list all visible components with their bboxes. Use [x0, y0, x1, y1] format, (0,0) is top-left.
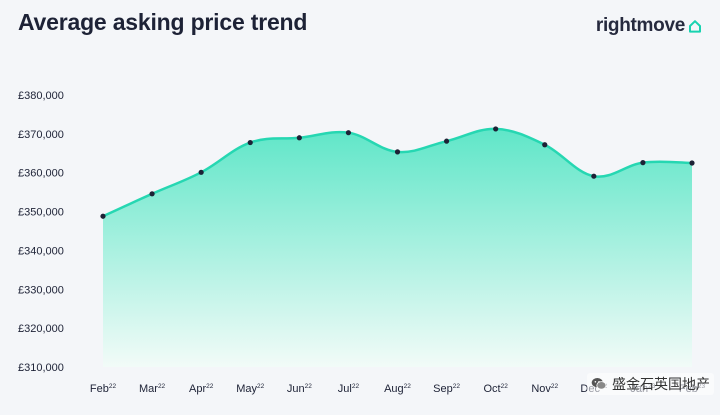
data-points [100, 126, 695, 219]
data-point [198, 169, 204, 175]
data-point [493, 126, 499, 132]
svg-text:£370,000: £370,000 [18, 129, 64, 141]
brand-logo: rightmove [596, 15, 702, 37]
area-fill [103, 128, 692, 367]
svg-text:£380,000: £380,000 [18, 90, 64, 102]
y-tick-label: £320,000 [18, 323, 64, 335]
x-tick-label: Feb22 [90, 383, 117, 395]
data-point [394, 149, 401, 155]
svg-text:£350,000: £350,000 [18, 207, 64, 219]
x-tick-label: May22 [236, 383, 264, 395]
data-point [247, 139, 253, 146]
x-tick-label: Apr22 [189, 383, 214, 395]
data-point [689, 160, 695, 166]
data-point [443, 138, 450, 144]
y-tick-label: £350,000 [18, 207, 64, 219]
svg-text:£360,000: £360,000 [18, 168, 64, 180]
data-point [100, 213, 106, 219]
svg-text:£340,000: £340,000 [18, 245, 64, 257]
house-icon [688, 19, 702, 34]
page-title: Average asking price trend [18, 9, 308, 35]
y-tick-label: £380,000 [18, 90, 64, 102]
watermark: 盛金石英国地产 [587, 373, 714, 395]
x-tick-label: Aug22 [384, 383, 411, 395]
data-point [149, 191, 155, 197]
x-tick-label: Jul22 [338, 383, 360, 395]
x-tick-label: Oct22 [483, 383, 508, 395]
y-tick-label: £370,000 [18, 129, 64, 141]
data-point [591, 173, 597, 179]
y-tick-label: £330,000 [18, 284, 64, 296]
svg-text:£310,000: £310,000 [18, 362, 64, 374]
x-tick-label: Nov22 [531, 383, 558, 395]
svg-text:£330,000: £330,000 [18, 284, 64, 296]
x-tick-label: Sep22 [433, 383, 460, 395]
data-point [296, 135, 302, 141]
y-tick-label: £340,000 [18, 245, 64, 257]
data-point [640, 160, 646, 166]
y-tick-label: £360,000 [18, 168, 64, 180]
svg-text:£320,000: £320,000 [18, 323, 64, 335]
x-tick-label: Mar22 [139, 383, 166, 395]
brand-name: rightmove [595, 15, 685, 36]
data-point [345, 130, 352, 136]
y-axis: £380,000 £370,000 £360,000 £350,000 £340,000… [18, 90, 64, 374]
watermark-text: 盛金石英国地产 [612, 376, 710, 392]
y-tick-label: £310,000 [18, 362, 64, 374]
wechat-icon [591, 377, 607, 391]
data-point [542, 142, 548, 148]
x-tick-label: Jun22 [287, 383, 312, 395]
